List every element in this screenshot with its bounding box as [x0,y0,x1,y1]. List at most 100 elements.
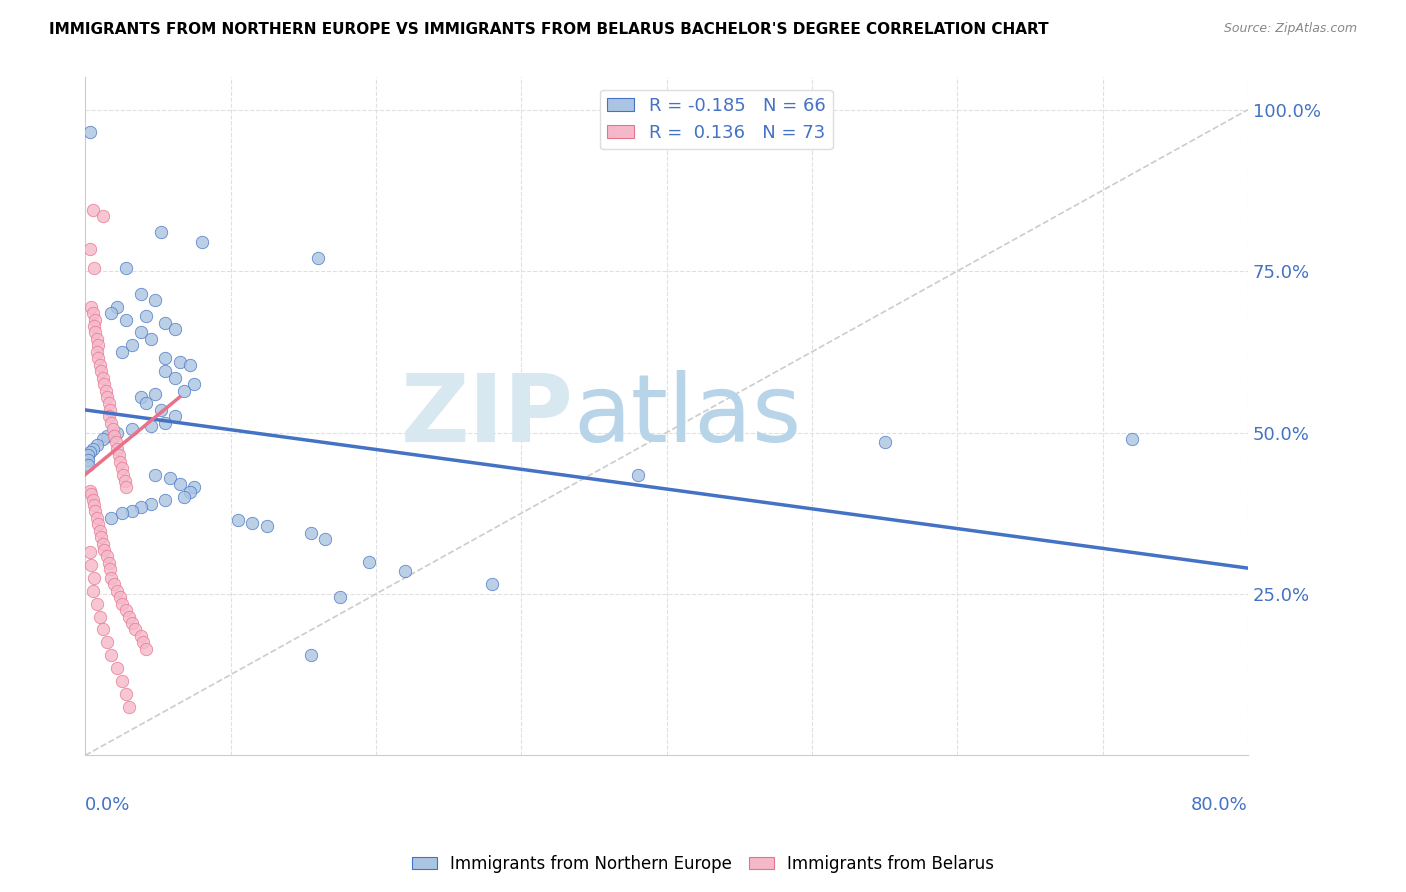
Point [86,344,108,359]
Point [93,543,115,558]
Point [169,354,191,368]
Point [87,351,110,366]
Point [87,338,110,352]
Point [115,312,138,326]
Point [129,629,152,643]
Point [329,590,352,604]
Point [91,432,114,446]
Point [143,293,166,308]
Text: 0.0%: 0.0% [86,796,131,814]
Point [129,326,152,340]
Point [173,490,195,504]
Point [80,487,103,501]
Point [96,635,118,649]
Point [242,516,264,530]
Point [82,202,104,217]
Point [91,370,114,384]
Point [91,536,114,550]
Point [89,609,111,624]
Text: 80.0%: 80.0% [1191,796,1249,814]
Point [226,513,249,527]
Point [183,480,205,494]
Point [84,326,107,340]
Point [82,442,104,456]
Point [86,438,108,452]
Point [96,390,118,404]
Point [155,316,177,330]
Point [91,623,114,637]
Point [121,422,143,436]
Point [115,687,138,701]
Point [118,609,141,624]
Point [135,310,157,324]
Point [79,125,101,139]
Point [115,260,138,275]
Point [129,286,152,301]
Point [105,442,128,456]
Point [149,403,172,417]
Point [121,615,143,630]
Point [103,577,125,591]
Point [105,300,128,314]
Point [299,525,322,540]
Point [155,493,177,508]
Point [481,577,503,591]
Point [97,556,120,570]
Point [118,700,141,714]
Point [100,510,122,524]
Point [155,364,177,378]
Point [89,524,111,538]
Point [155,416,177,430]
Point [77,448,100,462]
Point [79,545,101,559]
Point [111,344,134,359]
Point [394,565,416,579]
Point [100,416,122,430]
Point [82,493,104,508]
Point [357,555,380,569]
Point [86,597,108,611]
Point [149,226,172,240]
Point [105,583,128,598]
Point [97,396,120,410]
Point [873,435,896,450]
Point [314,532,336,546]
Point [98,403,121,417]
Legend: R = -0.185   N = 66, R =  0.136   N = 73: R = -0.185 N = 66, R = 0.136 N = 73 [600,90,832,149]
Point [129,500,152,514]
Point [111,674,134,689]
Point [83,260,105,275]
Point [79,242,101,256]
Point [96,549,118,564]
Point [143,386,166,401]
Point [97,409,120,424]
Point [143,467,166,482]
Point [103,429,125,443]
Point [626,467,648,482]
Point [90,364,112,378]
Point [100,306,122,320]
Point [121,338,143,352]
Point [190,235,212,249]
Point [82,583,104,598]
Point [139,497,162,511]
Text: ZIP: ZIP [401,370,574,462]
Point [183,377,205,392]
Point [132,635,155,649]
Point [84,504,107,518]
Point [84,312,107,326]
Point [82,306,104,320]
Text: Source: ZipAtlas.com: Source: ZipAtlas.com [1223,22,1357,36]
Point [107,448,129,462]
Point [105,425,128,440]
Point [121,504,143,518]
Point [108,590,131,604]
Point [104,435,127,450]
Point [155,351,177,366]
Point [139,332,162,346]
Point [87,517,110,532]
Point [108,454,131,468]
Point [179,484,201,499]
Point [90,530,112,544]
Point [165,322,187,336]
